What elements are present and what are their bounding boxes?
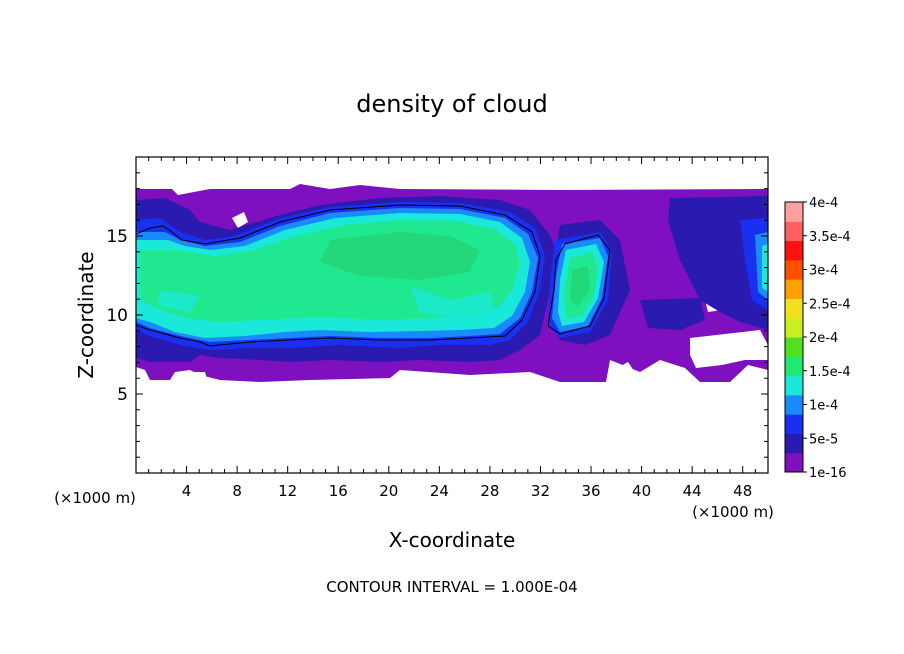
x-tick-label: 44	[683, 482, 702, 500]
x-tick-label: 24	[430, 482, 449, 500]
colorbar-swatch	[785, 221, 803, 242]
y-tick-label: 15	[106, 227, 128, 247]
colorbar-label: 1.5e-4	[809, 365, 851, 380]
colorbar-swatch	[785, 414, 803, 434]
colorbar-swatch	[785, 317, 803, 338]
colorbar-swatch	[785, 240, 803, 261]
field-gap	[690, 330, 768, 368]
x-tick-label: 28	[480, 482, 499, 500]
colorbar-label: 2.5e-4	[809, 297, 851, 312]
colorbar-label: 3.5e-4	[809, 230, 851, 245]
x-tick-label: 4	[182, 482, 192, 500]
contour-line	[547, 234, 611, 335]
field-streak	[410, 286, 495, 318]
y-axis-label: Z-coordinate	[74, 251, 98, 378]
colorbar-label: 3e-4	[809, 264, 838, 279]
y-tick-label: 5	[117, 385, 128, 405]
colorbar: 1e-16 5e-5 1e-4 1.5e-4 2e-4 2.5e-4 3e-4 3.5e-4 4…	[784, 196, 851, 481]
y-tick-label: 10	[106, 306, 128, 326]
cloud-field	[136, 184, 768, 382]
colorbar-label: 5e-5	[809, 432, 838, 447]
field-gap	[660, 368, 676, 380]
colorbar-swatch	[785, 202, 803, 222]
field-level-5b	[570, 266, 590, 306]
colorbar-swatch	[785, 375, 803, 396]
chart-title: density of cloud	[356, 90, 547, 118]
x-tick-label: 12	[278, 482, 297, 500]
x-tick-label: 16	[329, 482, 348, 500]
field-gap	[232, 212, 248, 228]
x-tick-label: 8	[232, 482, 242, 500]
colorbar-swatch	[785, 433, 803, 454]
colorbar-swatch	[785, 259, 803, 280]
colorbar-swatch	[785, 337, 803, 357]
field-gap	[610, 362, 636, 380]
x-tick-label: 36	[581, 482, 600, 500]
field-level-5b	[320, 232, 480, 280]
colorbar-swatch	[785, 356, 803, 377]
colorbar-swatch	[785, 298, 803, 319]
y-axis: 5 10 15	[106, 156, 768, 474]
colorbar-label: 1e-4	[809, 399, 838, 414]
colorbar-label: 4e-4	[809, 196, 838, 211]
colorbar-swatch	[785, 394, 803, 415]
contour-line	[136, 204, 541, 347]
x-tick-label: 48	[733, 482, 752, 500]
field-streak	[158, 290, 200, 312]
colorbar-label: 1e-16	[809, 466, 847, 481]
colorbar-label: 2e-4	[809, 331, 838, 346]
colorbar-swatch	[785, 452, 803, 473]
y-unit-label: (×1000 m)	[54, 489, 136, 507]
x-tick-label: 40	[632, 482, 651, 500]
x-tick-label: 32	[531, 482, 550, 500]
x-unit-label: (×1000 m)	[692, 503, 774, 521]
colorbar-swatch	[785, 279, 803, 299]
x-tick-label: 20	[379, 482, 398, 500]
x-axis: 4 8 12 16 20 24 28 32 36 40 44 48	[135, 157, 769, 500]
field-gap	[180, 372, 208, 382]
contour-interval-note: CONTOUR INTERVAL = 1.000E-04	[326, 578, 577, 596]
field-level-1	[640, 298, 705, 330]
x-axis-label: X-coordinate	[389, 528, 516, 552]
